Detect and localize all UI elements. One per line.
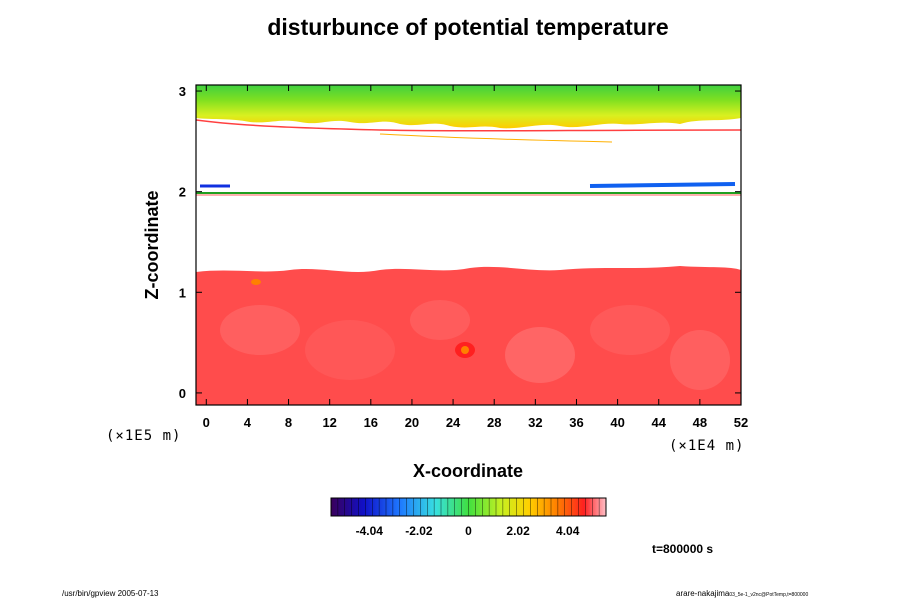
x-ticks: 0 4 8 12 16 20 24 28 32 36 40 44 48 52 (203, 85, 748, 430)
contour-field (196, 85, 741, 405)
footer-right: arare-nakajima03_5e-1_v2nc@PotTemp,t=800… (676, 589, 808, 598)
colorbar-tick-label: -2.02 (405, 524, 433, 538)
x-tick-label: 52 (734, 415, 748, 430)
x-scale-label: (×1E4 m) (669, 438, 744, 454)
z-scale-label: (×1E5 m) (106, 428, 181, 444)
plot-frame (195, 84, 742, 406)
z-tick-label: 3 (179, 84, 186, 99)
x-tick-label: 28 (487, 415, 501, 430)
upper-layer-region (196, 85, 741, 129)
x-tick-label: 12 (322, 415, 336, 430)
colorbar-tick-label: 4.04 (556, 524, 580, 538)
x-tick-label: 32 (528, 415, 542, 430)
footer-left: /usr/bin/gpview 2005-07-13 (62, 589, 159, 598)
z-tick-label: 0 (179, 386, 186, 401)
x-tick-label: 16 (364, 415, 378, 430)
lower-layer-eddies (220, 300, 730, 390)
colorbar-tick-label: -4.04 (356, 524, 384, 538)
chart-title: disturbunce of potential temperature (267, 14, 669, 40)
colorbar-tick-label: 2.02 (506, 524, 530, 538)
x-tick-label: 4 (244, 415, 252, 430)
x-tick-label: 0 (203, 415, 210, 430)
z-tick-label: 2 (179, 185, 186, 200)
x-tick-label: 40 (610, 415, 624, 430)
x-axis-label: X-coordinate (413, 461, 523, 481)
z-ticks: 0 1 2 3 (179, 84, 741, 401)
y-axis-label: Z-coordinate (142, 190, 162, 299)
colorbar-ticks: -4.04 -2.02 0 2.02 4.04 (330, 498, 607, 538)
x-tick-label: 48 (693, 415, 707, 430)
x-tick-label: 20 (405, 415, 419, 430)
time-annotation: t=800000 s (652, 542, 713, 556)
x-tick-label: 36 (569, 415, 583, 430)
colorbar-tick-label: 0 (465, 524, 472, 538)
x-tick-label: 44 (652, 415, 667, 430)
z-tick-label: 1 (179, 285, 186, 300)
x-tick-label: 8 (285, 415, 292, 430)
x-tick-label: 24 (446, 415, 461, 430)
